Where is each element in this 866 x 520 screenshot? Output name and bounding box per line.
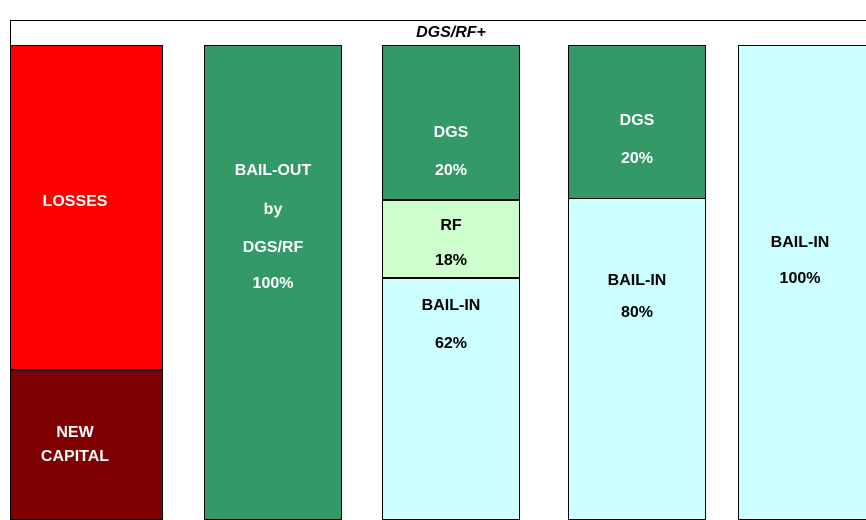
segment-label: 18% bbox=[434, 252, 468, 269]
segment bbox=[738, 45, 866, 520]
segment bbox=[204, 45, 342, 520]
segment-label: BAIL-IN bbox=[421, 297, 481, 314]
segment-label: BAIL-IN bbox=[607, 272, 667, 289]
segment-label: 100% bbox=[252, 275, 294, 292]
segment bbox=[382, 278, 520, 520]
segment bbox=[382, 45, 520, 200]
segment-label: DGS bbox=[433, 124, 469, 141]
segment-label: 80% bbox=[620, 304, 654, 321]
segment-label: 100% bbox=[779, 270, 821, 287]
segment-label: CAPITAL bbox=[40, 448, 110, 465]
segment-label: 20% bbox=[620, 150, 654, 167]
segment-label: by bbox=[263, 201, 283, 218]
segment-label: BAIL-OUT bbox=[234, 162, 312, 179]
segment-label: BAIL-IN bbox=[770, 234, 830, 251]
segment-label: DGS bbox=[619, 112, 655, 129]
segment bbox=[10, 370, 163, 520]
segment bbox=[568, 45, 706, 199]
column-header: DGS/RF+ bbox=[416, 24, 486, 41]
segment bbox=[382, 200, 520, 278]
segment-label: 62% bbox=[434, 335, 468, 352]
segment bbox=[568, 198, 706, 520]
segment-label: 20% bbox=[434, 162, 468, 179]
segment bbox=[10, 45, 163, 370]
segment-label: RF bbox=[440, 217, 462, 234]
segment-label: NEW bbox=[56, 424, 94, 441]
segment-label: LOSSES bbox=[42, 193, 108, 210]
segment-label: DGS/RF bbox=[242, 239, 304, 256]
